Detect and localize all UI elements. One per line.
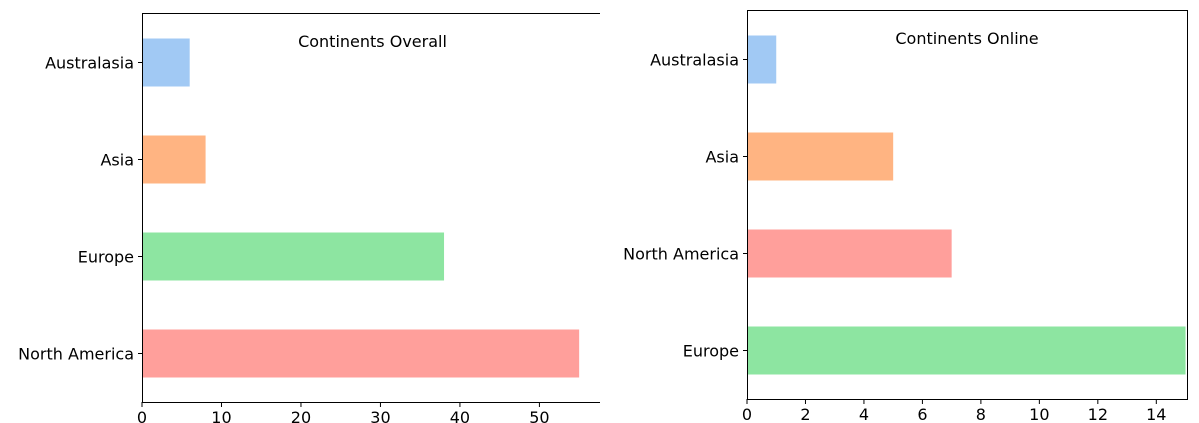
- category-label-europe: Europe: [683, 342, 739, 361]
- x-tick-label-6: 6: [917, 405, 927, 423]
- chart-title: Continents Online: [895, 29, 1038, 48]
- x-tick-label-10: 10: [1029, 405, 1049, 423]
- category-label-australasia: Australasia: [650, 51, 739, 70]
- chart-continents-online: Australasia Asia North America Europe 0 2 4 6 8 1…: [623, 10, 1188, 423]
- bar-europe: [747, 326, 1186, 375]
- category-label-australasia: Australasia: [45, 54, 134, 73]
- category-label-north-america: North America: [623, 245, 739, 264]
- bar-australasia: [747, 35, 777, 84]
- bar-north-america: [142, 329, 580, 378]
- category-label-asia: Asia: [705, 148, 739, 167]
- bar-north-america: [747, 229, 952, 278]
- x-tick-label-4: 4: [859, 405, 869, 423]
- x-tick-label-30: 30: [370, 408, 390, 423]
- category-label-asia: Asia: [100, 151, 134, 170]
- x-tick-label-0: 0: [137, 408, 147, 423]
- x-tick-label-12: 12: [1088, 405, 1108, 423]
- bar-australasia: [142, 38, 190, 87]
- x-tick-label-40: 40: [450, 408, 470, 423]
- plot-frame: [142, 13, 600, 403]
- x-tick-label-10: 10: [211, 408, 231, 423]
- bar-asia: [142, 135, 206, 184]
- x-tick-label-8: 8: [976, 405, 986, 423]
- x-tick-label-14: 14: [1146, 405, 1166, 423]
- plot-frame: [747, 10, 1188, 400]
- x-tick-label-2: 2: [800, 405, 810, 423]
- x-tick-label-0: 0: [742, 405, 752, 423]
- category-label-europe: Europe: [78, 248, 134, 267]
- chart-continents-overall: Australasia Asia Europe North America 0 10 20 3…: [18, 13, 600, 423]
- bar-asia: [747, 132, 894, 181]
- chart-title: Continents Overall: [298, 32, 447, 51]
- x-tick-label-20: 20: [291, 408, 311, 423]
- category-label-north-america: North America: [18, 345, 134, 364]
- x-tick-label-50: 50: [529, 408, 549, 423]
- bar-europe: [142, 232, 445, 281]
